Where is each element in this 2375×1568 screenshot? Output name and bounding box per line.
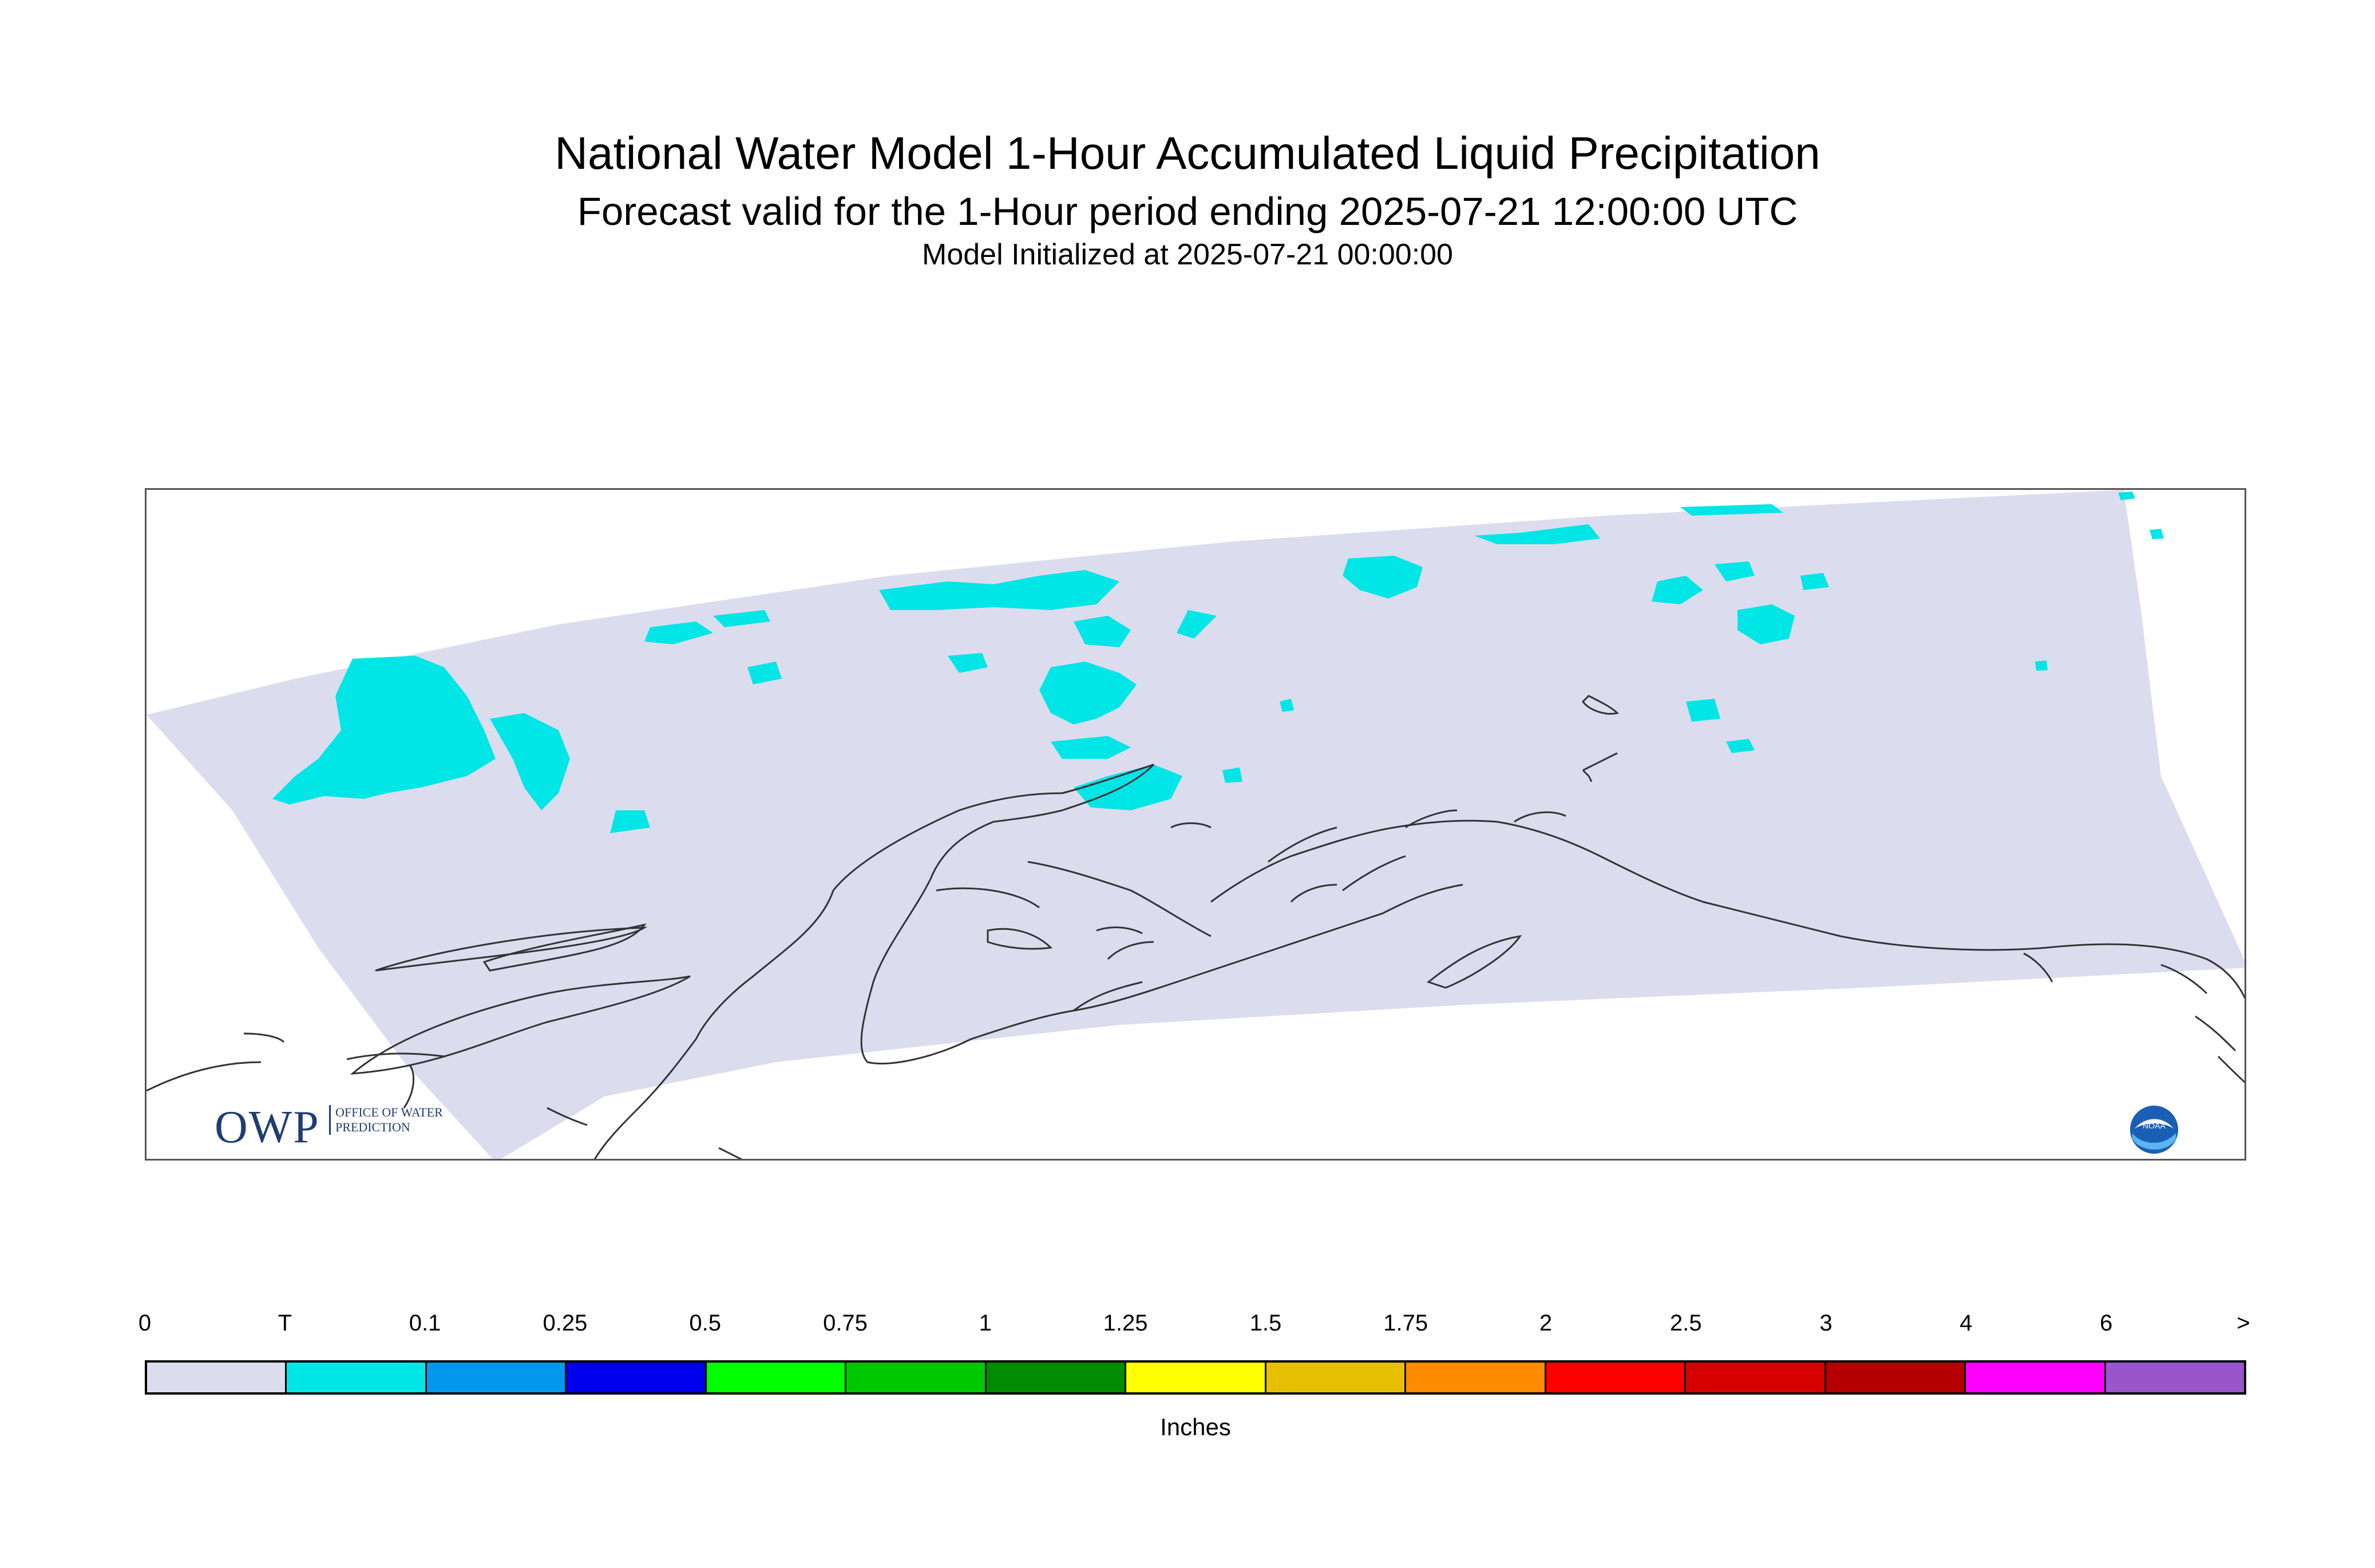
noaa-logo-text: NOAA: [2143, 1121, 2166, 1130]
legend-tick: 3: [1819, 1310, 1832, 1336]
legend-swatch: [1406, 1363, 1546, 1392]
map-title: National Water Model 1-Hour Accumulated …: [555, 128, 1820, 179]
legend-tick: 0: [138, 1310, 152, 1336]
legend-swatch: [1826, 1363, 1966, 1392]
legend-tick: 2: [1539, 1310, 1553, 1336]
color-bar: [145, 1360, 2246, 1395]
legend-swatch: [706, 1363, 847, 1392]
precipitation-map: [145, 488, 2246, 1161]
legend-swatch: [846, 1363, 987, 1392]
legend-swatch: [147, 1363, 287, 1392]
legend-swatch: [1966, 1363, 2106, 1392]
legend-tick: 1.75: [1383, 1310, 1428, 1336]
color-legend: 0 T 0.1 0.25 0.5 0.75 1 1.25 1.5 1.75 2 2.5 3 4 6 >: [138, 1310, 2250, 1396]
model-domain: [147, 490, 2245, 1159]
noaa-logo: NOAA: [2130, 1106, 2178, 1154]
legend-tick: 0.1: [409, 1310, 441, 1336]
map-canvas: [147, 490, 2245, 1159]
legend-tick: 1.25: [1103, 1310, 1148, 1336]
legend-tick: 0.25: [543, 1310, 588, 1336]
legend-swatch: [287, 1363, 427, 1392]
map-subtitle: Forecast valid for the 1-Hour period end…: [577, 189, 1798, 233]
model-init-time: Model Initialized at 2025-07-21 00:00:00: [922, 238, 1453, 271]
legend-tick: 4: [1960, 1310, 1973, 1336]
legend-tick: 0.5: [689, 1310, 721, 1336]
legend-units: Inches: [1160, 1413, 1231, 1440]
legend-tick: 6: [2100, 1310, 2113, 1336]
legend-tick: T: [278, 1310, 292, 1336]
legend-swatch: [1126, 1363, 1266, 1392]
legend-tick: 2.5: [1669, 1310, 1702, 1336]
legend-swatch: [986, 1363, 1127, 1392]
owp-logo-text: OFFICE OF WATER PREDICTION: [329, 1105, 450, 1135]
legend-tick: 1.5: [1249, 1310, 1282, 1336]
legend-swatch: [426, 1363, 567, 1392]
owp-logo-letters: OWP: [215, 1102, 320, 1153]
coastlines: [147, 695, 2245, 1159]
legend-swatch: [1546, 1363, 1687, 1392]
legend-tick: 0.75: [823, 1310, 868, 1336]
legend-swatch: [1686, 1363, 1826, 1392]
legend-tick: >: [2237, 1310, 2250, 1336]
legend-tick: 1: [979, 1310, 992, 1336]
legend-swatch: [2105, 1363, 2245, 1392]
trace-precip-areas: [272, 492, 2164, 833]
legend-swatch: [567, 1363, 707, 1392]
legend-swatch: [1266, 1363, 1407, 1392]
